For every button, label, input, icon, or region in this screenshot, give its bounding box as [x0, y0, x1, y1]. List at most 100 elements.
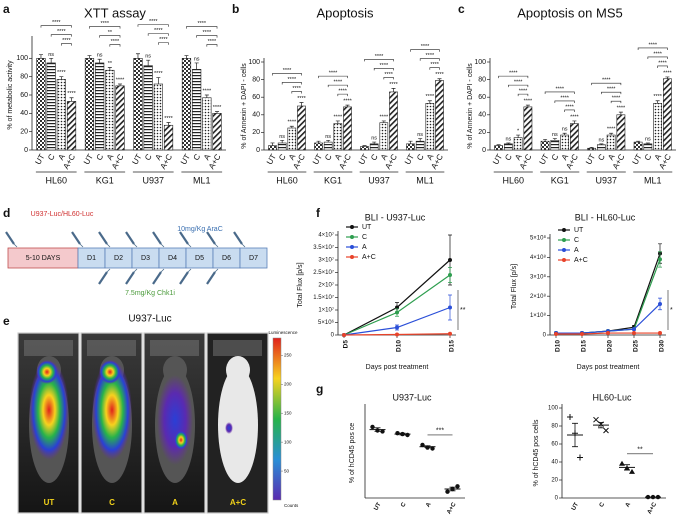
image-frame [87, 340, 136, 356]
bar [570, 123, 579, 151]
bar-label: A [606, 152, 617, 162]
error-bar [135, 53, 140, 59]
y-tick-label: 60 [478, 94, 486, 101]
chart-title: XTT assay [84, 5, 146, 20]
point [554, 332, 558, 337]
y-tick-label: 1×10⁸ [530, 312, 547, 319]
significance: **** [380, 114, 389, 120]
x-tick-label: C [400, 501, 408, 508]
bracket [637, 47, 668, 50]
group-label: KG1 [324, 175, 342, 185]
point [342, 333, 346, 337]
bar-label: A+C [61, 152, 77, 170]
significance: ns [325, 134, 331, 140]
bracket-label: **** [100, 21, 109, 27]
bar-label: A [56, 152, 67, 162]
bar [415, 140, 425, 151]
bracket-label: **** [514, 80, 523, 86]
colorbar-tick-label: 250 [284, 353, 292, 358]
error-bar [665, 76, 670, 79]
significance: **** [203, 88, 212, 94]
cells-label: U937-Luc/HL60-Luc [31, 211, 94, 218]
panel-label: e [3, 314, 10, 328]
y-tick-label: 60 [252, 94, 260, 101]
group-label: U937 [142, 175, 164, 185]
point [580, 332, 584, 337]
significance: ns [48, 52, 54, 58]
bar [314, 142, 323, 151]
error-bar [97, 58, 102, 63]
panel-label: c [458, 2, 465, 16]
x-tick-label: D10 [555, 340, 562, 352]
error-bar [69, 97, 74, 102]
colorbar-tick-label: 50 [284, 468, 290, 473]
significance: ns [552, 132, 558, 138]
significance: **** [653, 94, 662, 100]
signal [99, 360, 121, 384]
bracket-label: **** [375, 54, 384, 60]
error-bar [184, 55, 189, 59]
point [632, 327, 636, 332]
mouse-head [226, 356, 250, 384]
point [370, 424, 375, 430]
bar-label: A [653, 152, 664, 162]
bracket-label: **** [197, 21, 206, 27]
error-bar [449, 486, 456, 492]
x-tick-label: D30 [659, 340, 666, 352]
bar-label: UT [311, 152, 324, 166]
legend-label: UT [574, 227, 584, 234]
bar-label: UT [491, 152, 504, 166]
group-label: ML1 [193, 175, 211, 185]
syringe [98, 271, 108, 285]
series-line [343, 259, 451, 336]
bar-label: A [202, 152, 213, 162]
bar-label: C [143, 152, 154, 162]
syringe [206, 231, 216, 245]
x-tick-label: C [599, 501, 607, 508]
error-bar [38, 54, 43, 59]
error-bar [496, 144, 501, 146]
error-bar [381, 120, 386, 123]
point [603, 427, 609, 434]
error-bar [525, 104, 530, 107]
bar-label: UT [130, 152, 143, 166]
point [405, 432, 410, 438]
syringe [152, 271, 162, 285]
significance: **** [389, 82, 398, 88]
bracket-label: **** [421, 44, 430, 50]
bar-label: A [379, 152, 390, 162]
error-bar [270, 142, 275, 146]
colorbar-tick-label: 100 [284, 439, 292, 444]
bar [66, 101, 77, 151]
colorbar-tick-label: 200 [284, 381, 292, 386]
significance: **** [57, 70, 66, 76]
error-bar [289, 125, 294, 128]
bar [95, 62, 105, 151]
significance: **** [288, 120, 297, 126]
bar [277, 142, 287, 151]
bracket-label: **** [62, 38, 71, 44]
bar [653, 103, 663, 151]
legend-marker [350, 235, 354, 239]
error-bar [59, 76, 64, 80]
bracket-label: **** [426, 53, 435, 59]
bracket [206, 44, 218, 47]
bracket [186, 26, 218, 29]
bracket-label: **** [203, 30, 212, 36]
bracket [137, 24, 169, 27]
point [395, 310, 399, 315]
bracket-label: **** [565, 104, 574, 110]
bar-label: C [192, 152, 203, 162]
needle [214, 268, 219, 273]
syringe [206, 271, 216, 285]
bar [435, 80, 444, 151]
bar [297, 105, 306, 151]
bracket-label: **** [653, 51, 662, 57]
syringe [233, 231, 243, 245]
bracket [610, 100, 622, 104]
group-label: A+C [230, 498, 246, 507]
bar [46, 62, 56, 151]
point [430, 446, 435, 451]
needle [187, 268, 192, 273]
bar-label: C [46, 152, 57, 162]
